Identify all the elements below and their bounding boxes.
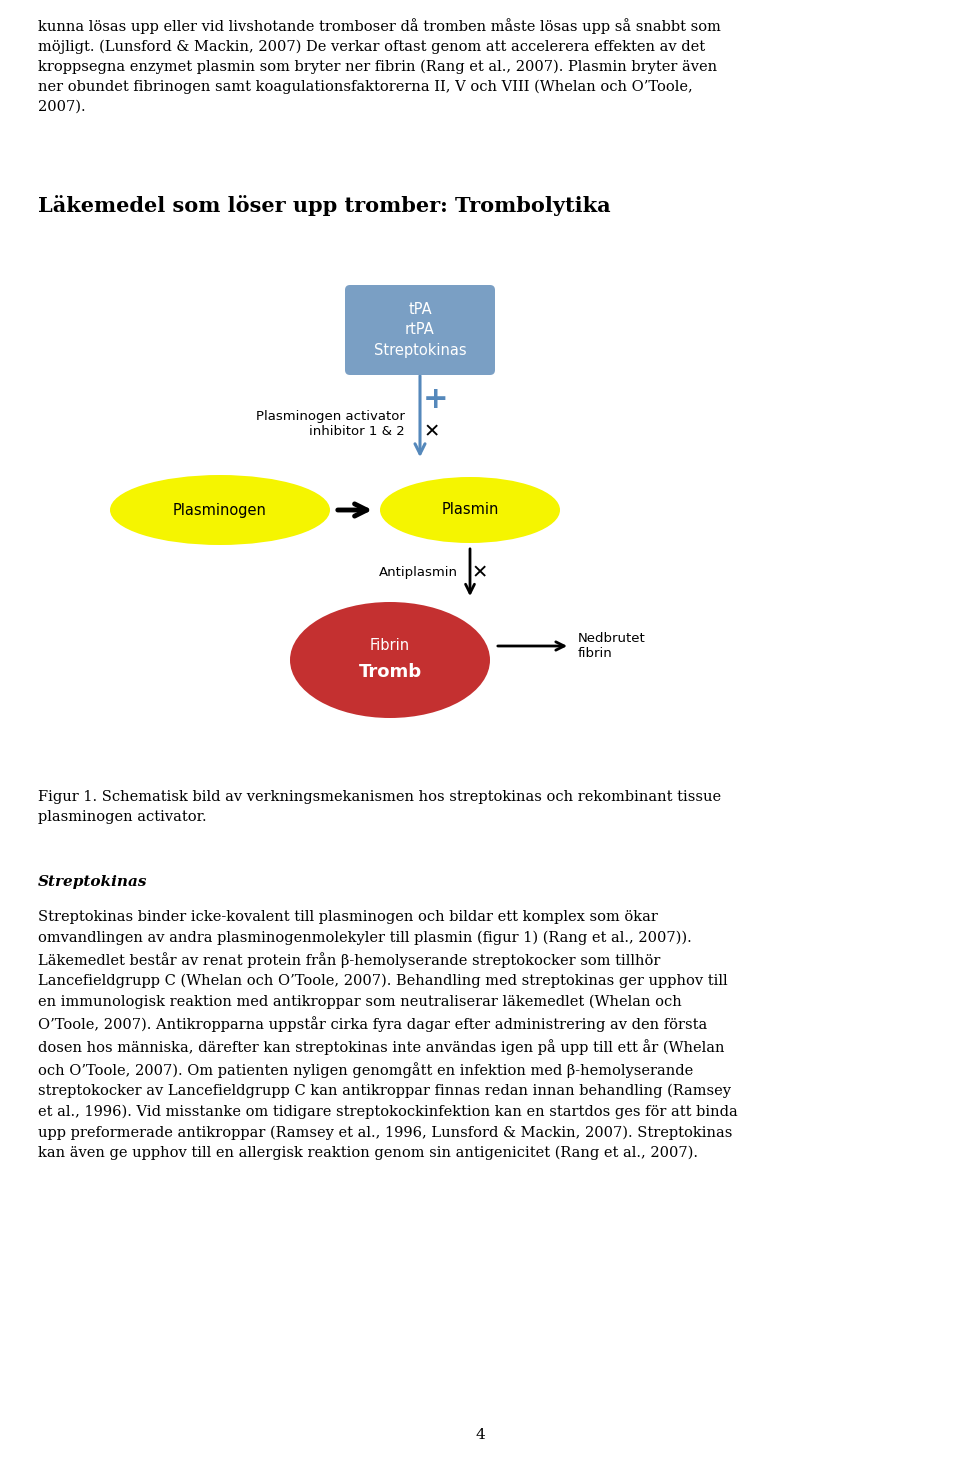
Text: Plasmin: Plasmin (442, 503, 498, 518)
Text: Fibrin: Fibrin (370, 639, 410, 654)
Ellipse shape (380, 477, 560, 542)
Text: Streptokinas binder icke-kovalent till plasminogen och bildar ett komplex som ök: Streptokinas binder icke-kovalent till p… (38, 909, 737, 1161)
Text: Plasminogen: Plasminogen (173, 503, 267, 518)
Text: Figur 1. Schematisk bild av verkningsmekanismen hos streptokinas och rekombinant: Figur 1. Schematisk bild av verkningsmek… (38, 789, 721, 823)
Text: Plasminogen activator
inhibitor 1 & 2: Plasminogen activator inhibitor 1 & 2 (256, 411, 405, 439)
Ellipse shape (290, 602, 490, 718)
Text: Antiplasmin: Antiplasmin (379, 566, 458, 579)
Text: ✕: ✕ (471, 563, 489, 582)
Text: +: + (423, 385, 449, 414)
Text: 4: 4 (475, 1428, 485, 1442)
Text: Tromb: Tromb (358, 662, 421, 681)
Text: Nedbrutet
fibrin: Nedbrutet fibrin (578, 632, 646, 659)
Text: kunna lösas upp eller vid livshotande tromboser då tromben måste lösas upp så sn: kunna lösas upp eller vid livshotande tr… (38, 18, 721, 114)
Text: ✕: ✕ (423, 423, 441, 442)
Text: tPA
rtPA
Streptokinas: tPA rtPA Streptokinas (373, 301, 467, 358)
Text: Läkemedel som löser upp tromber: Trombolytika: Läkemedel som löser upp tromber: Trombol… (38, 194, 611, 216)
FancyBboxPatch shape (345, 285, 495, 374)
Text: Streptokinas: Streptokinas (38, 874, 148, 889)
Ellipse shape (110, 475, 330, 545)
